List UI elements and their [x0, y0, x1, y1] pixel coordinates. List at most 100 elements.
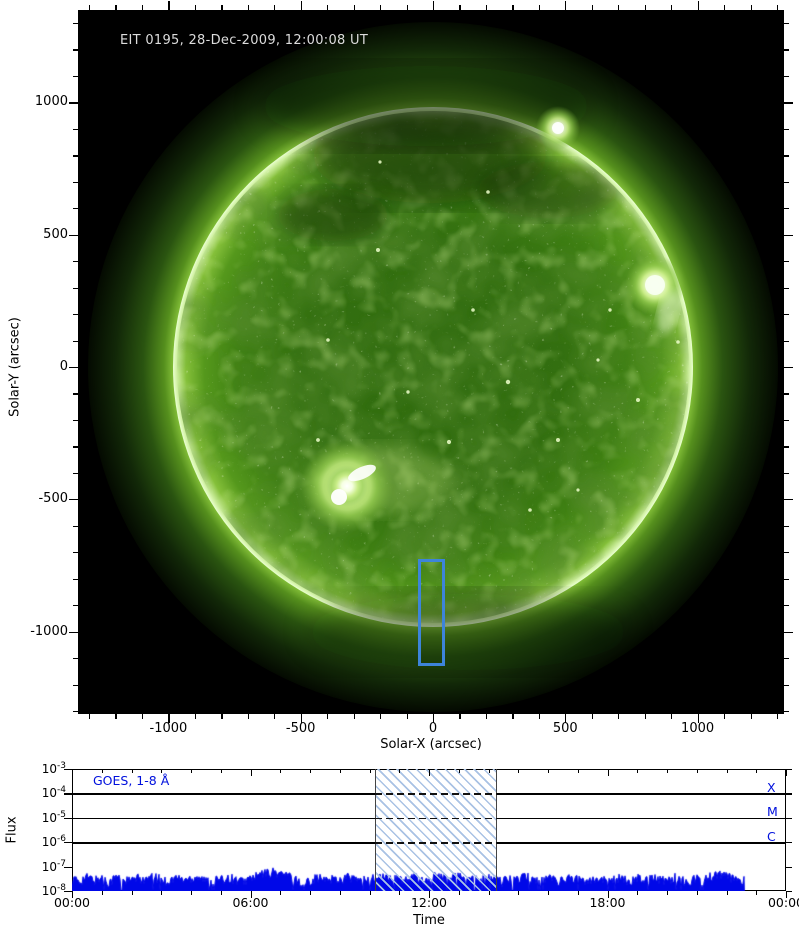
- goes-y-tick: [64, 793, 72, 795]
- y-tick: [73, 23, 78, 25]
- goes-y-axis-title: Flux: [4, 816, 20, 844]
- y-tick: [73, 314, 78, 316]
- flare-class-line: [497, 817, 786, 820]
- goes-x-tick: [429, 890, 431, 898]
- y-tick: [784, 367, 793, 369]
- y-tick: [69, 499, 78, 501]
- goes-x-tick: [667, 890, 669, 895]
- x-tick: [89, 5, 91, 10]
- flare-class-line: [72, 793, 376, 795]
- x-tick: [618, 714, 620, 719]
- y-tick: [73, 578, 78, 580]
- x-tick: [247, 5, 249, 10]
- goes-x-tick: [280, 890, 282, 895]
- goes-x-tick: [756, 769, 758, 773]
- x-tick: [697, 714, 699, 723]
- x-axis-title: Solar-X (arcsec): [380, 737, 482, 752]
- y-tick: [784, 128, 789, 131]
- goes-x-tick: [696, 769, 698, 773]
- x-tick: [750, 714, 752, 719]
- y-tick: [784, 261, 789, 263]
- x-tick: [512, 5, 514, 10]
- x-tick: [247, 714, 249, 719]
- goes-y-tick: [786, 866, 792, 868]
- goes-x-tick: [607, 769, 609, 776]
- x-tick: [433, 714, 435, 723]
- goes-x-tick: [220, 890, 222, 895]
- goes-x-tick: [101, 769, 103, 773]
- x-tick: [644, 5, 646, 10]
- goes-x-axis-title: Time: [413, 913, 445, 928]
- goes-x-tick: [72, 890, 74, 898]
- goes-x-tick: [310, 769, 312, 773]
- x-tick: [644, 714, 646, 719]
- x-tick: [221, 5, 223, 10]
- y-tick-label: -1000: [30, 623, 68, 639]
- x-tick: [565, 1, 567, 10]
- eit-solar-image-panel: [78, 10, 784, 714]
- goes-x-tick: [429, 769, 431, 776]
- x-tick-label: 0: [428, 721, 438, 736]
- y-tick: [784, 631, 793, 633]
- y-tick: [784, 181, 789, 183]
- flare-class-label: C: [767, 828, 776, 844]
- x-tick: [618, 5, 620, 10]
- y-tick: [784, 102, 793, 104]
- y-tick: [73, 658, 78, 660]
- goes-y-tick-label: 10-3: [41, 761, 66, 776]
- y-tick: [73, 446, 78, 448]
- goes-x-tick: [726, 890, 728, 895]
- observation-window-hatch: [375, 769, 498, 891]
- goes-x-tick-label: 00:00: [53, 895, 91, 910]
- x-tick: [194, 5, 197, 10]
- y-tick: [784, 605, 789, 607]
- goes-x-tick: [161, 769, 163, 773]
- goes-y-tick-label: 10-5: [41, 809, 66, 825]
- goes-x-tick: [458, 769, 460, 773]
- y-tick: [784, 499, 793, 501]
- goes-x-tick: [756, 890, 758, 895]
- x-tick: [485, 714, 488, 719]
- goes-x-tick: [101, 890, 103, 895]
- goes-x-tick-label: 12:00: [410, 895, 448, 910]
- goes-x-tick: [696, 890, 698, 895]
- goes-x-tick: [548, 769, 550, 773]
- y-tick: [73, 710, 78, 713]
- y-tick: [784, 472, 789, 475]
- x-tick: [591, 5, 593, 10]
- goes-x-tick: [131, 769, 133, 773]
- goes-y-tick: [64, 842, 72, 844]
- y-tick: [73, 684, 78, 686]
- goes-series-label: GOES, 1-8 Å: [93, 773, 170, 788]
- goes-y-tick: [64, 817, 72, 819]
- x-tick: [380, 5, 382, 10]
- x-tick-label: -1000: [149, 721, 188, 736]
- x-tick: [697, 1, 699, 10]
- y-tick: [73, 49, 78, 51]
- goes-y-tick-label: 10-6: [41, 834, 66, 850]
- x-tick: [724, 5, 726, 10]
- x-tick: [671, 5, 673, 10]
- y-tick: [784, 552, 789, 554]
- x-tick: [300, 714, 302, 723]
- x-tick: [115, 714, 117, 719]
- goes-x-tick: [72, 769, 74, 776]
- goes-x-tick: [488, 769, 490, 773]
- goes-x-tick: [786, 769, 788, 776]
- goes-x-tick-label: 06:00: [232, 895, 269, 910]
- x-tick: [406, 5, 408, 10]
- x-tick: [433, 1, 435, 10]
- goes-x-tick: [161, 890, 163, 895]
- goes-x-tick: [786, 890, 788, 898]
- y-tick-label: 1000: [34, 94, 68, 110]
- goes-x-tick: [667, 769, 669, 773]
- x-tick: [115, 5, 117, 10]
- goes-x-tick: [488, 890, 490, 895]
- goes-x-tick-label: 00:00: [767, 895, 799, 910]
- y-tick: [73, 261, 78, 263]
- y-tick: [73, 419, 78, 422]
- goes-x-tick: [548, 890, 550, 895]
- flare-class-line: [497, 793, 786, 795]
- y-tick: [73, 472, 78, 475]
